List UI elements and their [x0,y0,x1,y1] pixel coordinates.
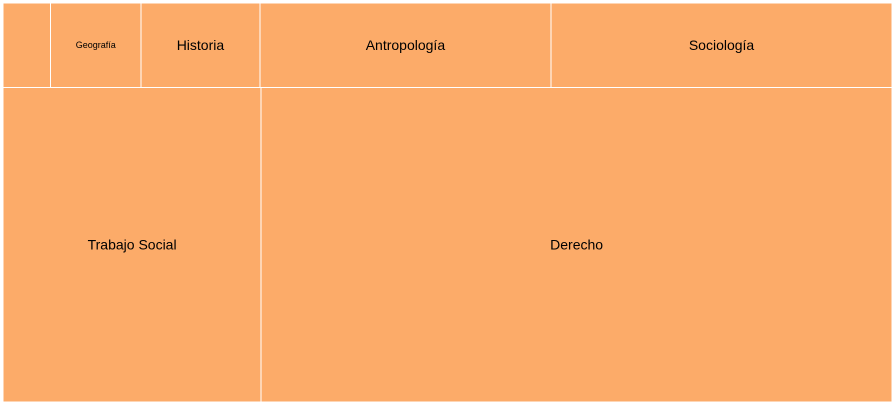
treemap-label-geografia: Geografía [76,40,116,50]
treemap-label-trabajo-social: Trabajo Social [88,237,177,253]
treemap-label-sociologia: Sociología [689,37,755,53]
treemap-cell-sociologia [550,2,893,88]
treemap-cell-trabajo-social [2,86,262,403]
treemap-cell-geografia [49,2,142,88]
treemap-cell-unlabeled [2,2,51,88]
treemap-cell-derecho [260,86,893,403]
treemap-label-historia: Historia [177,37,225,53]
treemap-labels: Geografía Historia Antropología Sociología T… [76,37,755,253]
treemap-label-antropologia: Antropología [366,37,446,53]
treemap-label-derecho: Derecho [550,237,603,253]
treemap-cell-historia [140,2,261,88]
treemap-cell-antropologia [259,2,552,88]
